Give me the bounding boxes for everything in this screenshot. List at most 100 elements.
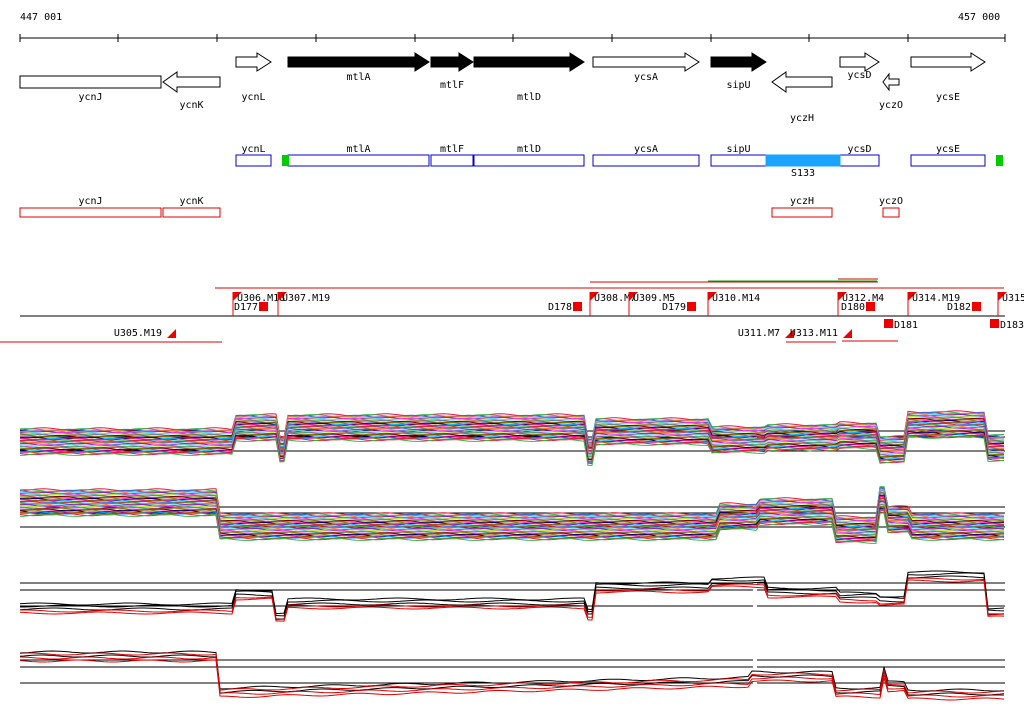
blue-box-mtlD-label: mtlD: [517, 144, 541, 155]
gene-mtlD-arrow[interactable]: [473, 52, 585, 72]
gene-yczO-arrow[interactable]: [882, 72, 900, 92]
panel-3-profile: [19, 579, 1005, 622]
terminator-marker[interactable]: [990, 319, 999, 328]
red-box-yczH[interactable]: [771, 207, 833, 218]
green-marker: [996, 155, 1003, 166]
promoter-label-reverse: U305.M19: [114, 328, 162, 339]
blue-box-mtlA-label: mtlA: [346, 144, 370, 155]
blue-box-ycnL-label: ycnL: [241, 144, 265, 155]
gene-sipU-arrow[interactable]: [710, 52, 767, 72]
red-box-ycnK-label: ycnK: [179, 196, 203, 207]
segment-S133[interactable]: [765, 154, 841, 167]
gene-ycsA-label: ycsA: [634, 72, 658, 83]
blue-box-mtlF[interactable]: [430, 154, 474, 167]
red-box-ycnJ[interactable]: [19, 207, 162, 218]
panel-2-profile: [19, 511, 1005, 544]
promoter-flag-reverse[interactable]: [785, 329, 794, 338]
gene-ycnL-label: ycnL: [241, 92, 265, 103]
terminator-marker[interactable]: [573, 302, 582, 311]
terminator-marker[interactable]: [259, 302, 268, 311]
panel-1-profile: [19, 430, 1005, 461]
gene-ycsE-label: ycsE: [936, 92, 960, 103]
gene-mtlF-arrow[interactable]: [430, 52, 474, 72]
panel-4-profile: [19, 652, 1005, 694]
panel-3-profile: [19, 575, 1005, 620]
panel-4-profile: [19, 656, 1005, 698]
panel-1-profile: [19, 421, 1005, 452]
gene-ycnJ-label: ycnJ: [78, 92, 102, 103]
red-box-ycnK[interactable]: [162, 207, 221, 218]
blue-box-mtlF-label: mtlF: [440, 144, 464, 155]
promoter-label: U309.M5: [633, 293, 675, 304]
panel-4-profile: [19, 654, 1005, 696]
gene-mtlF-label: mtlF: [440, 80, 464, 91]
blue-box-ycsA-label: ycsA: [634, 144, 658, 155]
terminator-marker[interactable]: [884, 319, 893, 328]
gene-ycnK-label: ycnK: [179, 100, 203, 111]
promoter-label: U307.M19: [282, 293, 330, 304]
panel-2-profile: [19, 489, 1005, 522]
gene-ycsD-label: ycsD: [847, 70, 871, 81]
promoter-flag-reverse[interactable]: [843, 329, 852, 338]
promoter-flag[interactable]: [998, 292, 1007, 301]
promoter-flag[interactable]: [708, 292, 717, 301]
blue-box-ycsA[interactable]: [592, 154, 700, 167]
terminator-marker[interactable]: [972, 302, 981, 311]
promoter-flag[interactable]: [629, 292, 638, 301]
promoter-label-reverse: U313.M11: [790, 328, 838, 339]
gene-yczH-label: yczH: [790, 113, 814, 124]
red-box-yczO[interactable]: [882, 207, 900, 218]
segment-S133-label: S133: [791, 168, 815, 179]
terminator-label: D183: [1000, 320, 1024, 331]
panel-2-profile: [19, 506, 1005, 538]
gene-yczH-arrow[interactable]: [771, 71, 833, 93]
red-box-yczO-label: yczO: [879, 196, 903, 207]
gene-ycsA-arrow[interactable]: [592, 52, 700, 72]
promoter-label: U312.M4: [842, 293, 884, 304]
terminator-label: D180: [841, 302, 865, 313]
panel-2-profile: [19, 497, 1005, 531]
promoter-flag[interactable]: [590, 292, 599, 301]
panel-1-profile: [19, 413, 1005, 444]
panel-3-profile: [20, 577, 1005, 621]
gene-ycnL-arrow[interactable]: [235, 52, 272, 72]
promoter-label-reverse: U311.M7: [738, 328, 780, 339]
blue-box-mtlD[interactable]: [473, 154, 585, 167]
panel-4-profile: [19, 659, 1005, 701]
blue-box-ycsD-label: ycsD: [847, 144, 871, 155]
blue-box-sipU-label: sipU: [726, 144, 750, 155]
promoter-flag[interactable]: [233, 292, 242, 301]
promoter-label: U306.M18: [237, 293, 285, 304]
gene-ycsE-arrow[interactable]: [910, 52, 986, 72]
terminator-marker[interactable]: [866, 302, 875, 311]
promoter-flag[interactable]: [838, 292, 847, 301]
panel-2-profile: [19, 512, 1005, 544]
terminator-label: D182: [947, 302, 971, 313]
terminator-label: D179: [662, 302, 686, 313]
panel-3-profile: [19, 570, 1005, 615]
gene-ycsD-arrow[interactable]: [839, 52, 880, 72]
gene-ycnK-arrow[interactable]: [162, 71, 221, 93]
promoter-flag-reverse[interactable]: [167, 329, 176, 338]
promoter-flag[interactable]: [278, 292, 287, 301]
scale-end-label: 457 000: [958, 12, 1001, 23]
gene-ycnJ-box[interactable]: [19, 75, 162, 89]
gene-yczO-label: yczO: [879, 100, 903, 111]
blue-box-ycsD[interactable]: [839, 154, 880, 167]
promoter-label: U310.M14: [712, 293, 760, 304]
gene-mtlA-label: mtlA: [346, 72, 370, 83]
blue-box-ycnL[interactable]: [235, 154, 272, 167]
blue-box-sipU[interactable]: [710, 154, 767, 167]
blue-box-ycsE[interactable]: [910, 154, 986, 167]
blue-box-mtlA[interactable]: [287, 154, 430, 167]
panel-1-profile: [19, 429, 1005, 460]
terminator-label: D181: [894, 320, 918, 331]
gene-mtlA-arrow[interactable]: [287, 52, 430, 72]
panel-2-profile: [19, 506, 1005, 539]
promoter-flag[interactable]: [908, 292, 917, 301]
red-box-yczH-label: yczH: [790, 196, 814, 207]
terminator-marker[interactable]: [687, 302, 696, 311]
green-marker: [282, 155, 289, 166]
